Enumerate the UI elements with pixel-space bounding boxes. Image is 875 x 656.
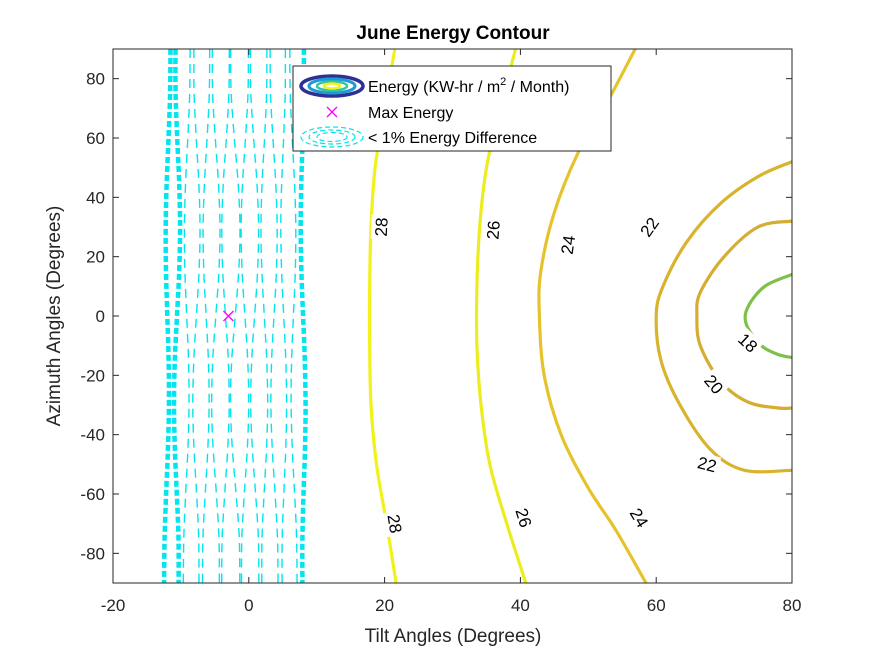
difference-contour-line [171, 49, 183, 583]
contour-label-background [698, 368, 730, 400]
difference-region [161, 49, 308, 583]
axes: -20 0 20 40 60 80 -80 -60 -40 -20 0 20 40 60 80 [80, 48, 802, 615]
x-tick-label: -20 [101, 596, 126, 615]
legend-label-energy-tail: / Month) [506, 79, 569, 96]
legend-swatch-ring [307, 77, 357, 95]
contour-label-text: 28 [383, 513, 405, 535]
legend-swatch-ring [299, 74, 365, 98]
y-tick-label: -60 [80, 485, 105, 504]
chart-title: June Energy Contour [356, 23, 550, 44]
legend-swatch-energy [299, 74, 365, 98]
y-tick-label: 0 [96, 307, 105, 326]
difference-contour-line [161, 49, 173, 583]
legend-swatch-ring [315, 80, 349, 92]
max-energy-marker-stroke [222, 310, 234, 322]
contour-line-18 [743, 272, 792, 360]
contour-label-text: 26 [511, 506, 535, 530]
contour-line-20 [695, 219, 792, 411]
contour-label-text: 22 [695, 453, 718, 476]
y-axis-label: Azimuth Angles (Degrees) [44, 206, 65, 427]
y-tick-label: -20 [80, 366, 105, 385]
legend-difference-ring [316, 131, 348, 143]
contour-label-background [482, 217, 505, 243]
y-tick-label: 80 [86, 70, 105, 89]
contour-label-24: 24 [556, 231, 580, 259]
x-axis-label: Tilt Angles (Degrees) [365, 626, 542, 647]
legend-swatch-max [326, 106, 338, 118]
legend-max-marker-stroke [326, 106, 338, 118]
contour-label-text: 24 [558, 234, 580, 255]
contour-label-text: 28 [372, 217, 392, 237]
x-tick-label: 40 [511, 596, 530, 615]
y-tick-label: 60 [86, 129, 105, 148]
difference-contour-line [298, 49, 308, 583]
legend-label-energy: Energy (KW-hr / m2 / Month) [368, 76, 569, 96]
contour-label-background [382, 510, 407, 538]
y-tick-label: 20 [86, 248, 105, 267]
contour-label-background [370, 214, 392, 240]
contour-label-background [624, 502, 654, 534]
x-tick-label: 80 [783, 596, 802, 615]
legend-difference-ring [308, 129, 356, 145]
contour-label-28: 28 [382, 510, 407, 538]
x-tick-label: 0 [244, 596, 253, 615]
contour-label-background [634, 211, 665, 243]
legend-label-max: Max Energy [368, 105, 453, 122]
contour-label-28: 28 [370, 214, 392, 240]
contour-label-background [732, 327, 764, 359]
legend-swatch-ring [322, 82, 342, 90]
contour-label-text: 26 [483, 220, 503, 240]
x-tick-label: 60 [647, 596, 666, 615]
legend-label-energy-main: Energy (KW-hr / m [368, 79, 500, 96]
x-tick-label: 20 [375, 596, 394, 615]
contour-label-22: 22 [693, 451, 722, 477]
contour-label-background [693, 451, 722, 477]
legend-label-energy-sup: 2 [500, 76, 506, 88]
legend-swatch-difference [300, 126, 364, 148]
contour-label-26: 26 [510, 503, 537, 533]
y-tick-label: 40 [86, 188, 105, 207]
contour-label-background [556, 231, 580, 259]
y-tick-label: -80 [80, 544, 105, 563]
contour-label-background [510, 503, 537, 533]
legend-label-difference: < 1% Energy Difference [368, 130, 537, 147]
y-tick-label: -40 [80, 426, 105, 445]
max-energy-marker [222, 310, 234, 322]
legend: Energy (KW-hr / m2 / Month) Max Energy < 1… [292, 65, 612, 152]
contour-label-26: 26 [482, 217, 505, 243]
legend-difference-ring [300, 126, 364, 148]
